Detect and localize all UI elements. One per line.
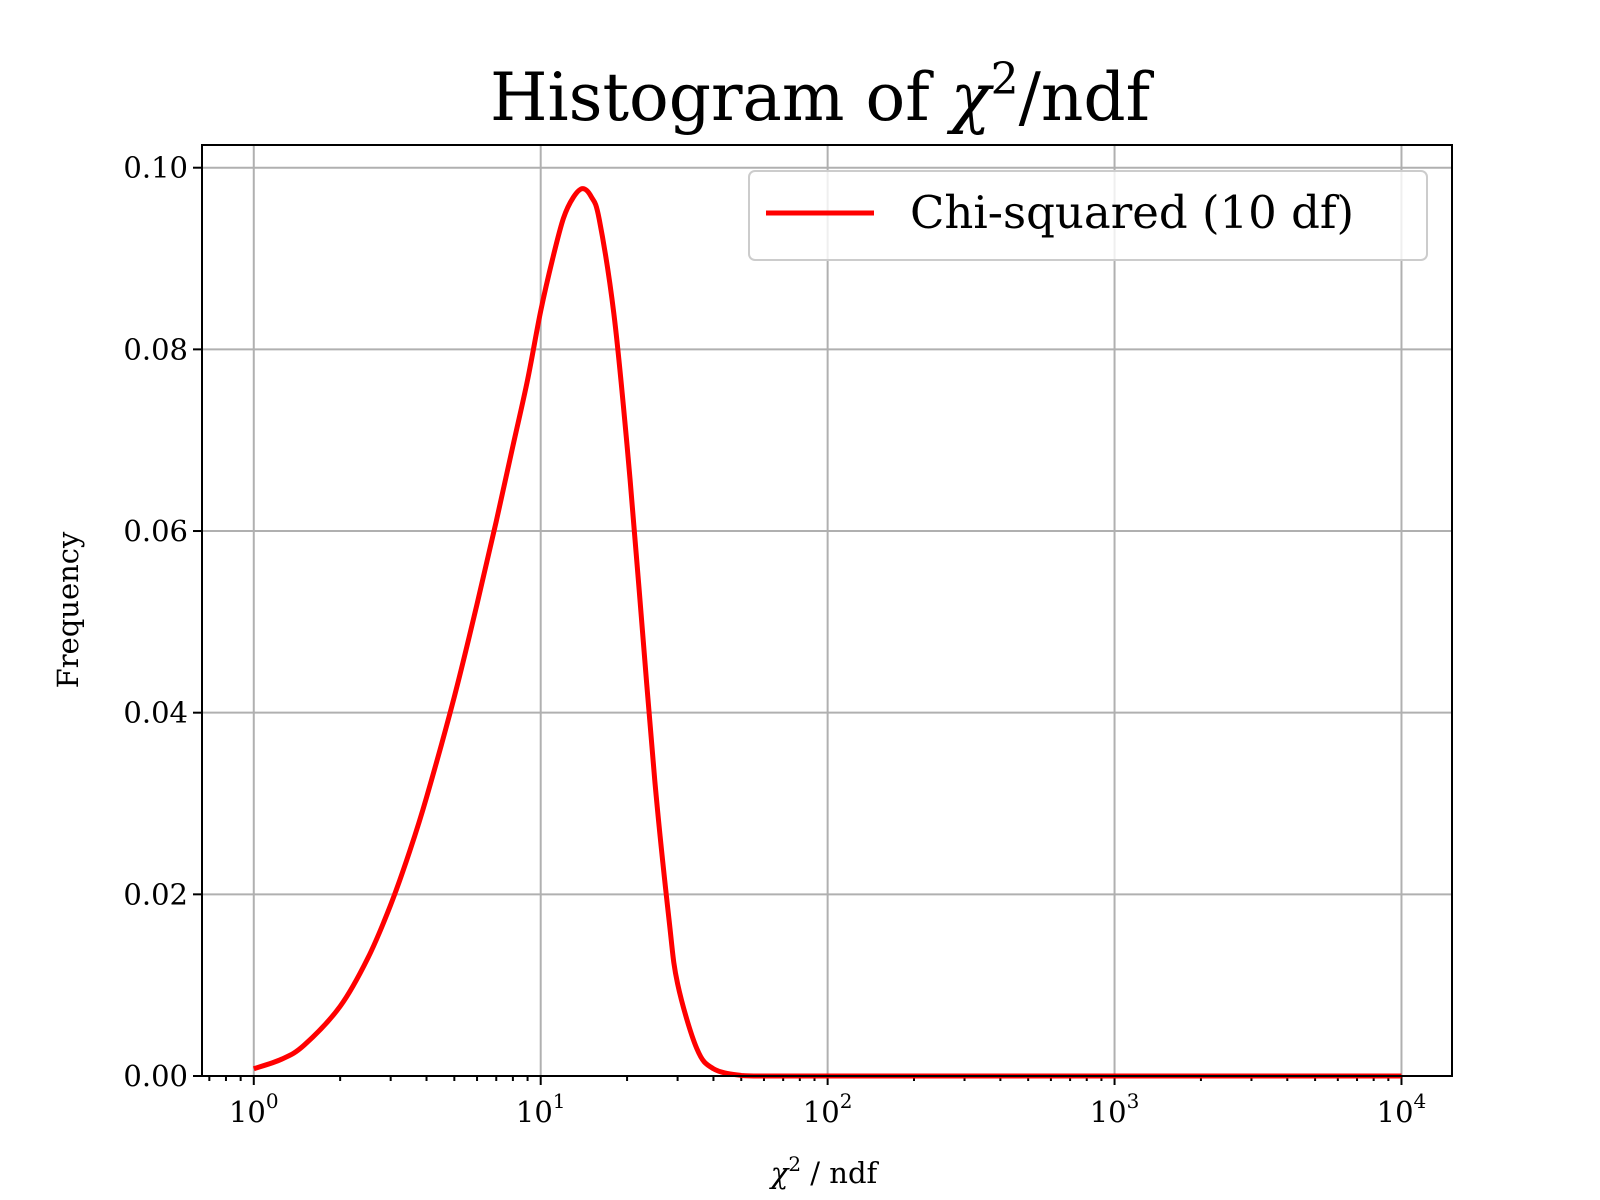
y-tick-label: 0.04 <box>123 696 188 730</box>
grid <box>202 145 1452 1077</box>
legend-label: Chi-squared (10 df) <box>910 186 1354 239</box>
x-tick-label: 100 <box>229 1089 279 1129</box>
legend: Chi-squared (10 df) <box>748 170 1428 261</box>
x-tick-label: 101 <box>516 1089 566 1129</box>
y-tick-label: 0.06 <box>123 514 188 548</box>
x-axis-label: χ2 / ndf <box>769 1152 880 1190</box>
plot-frame <box>201 144 1453 1077</box>
legend-box <box>748 170 1428 261</box>
axis-ticks: 0.00 0.02 0.04 0.06 0.08 0.10 100 101 102 103 104 <box>123 151 1426 1129</box>
y-tick-label: 0.00 <box>123 1059 188 1093</box>
y-tick-label: 0.08 <box>123 332 188 366</box>
y-axis-label: Frequency <box>51 531 85 688</box>
x-tick-label: 102 <box>803 1089 853 1129</box>
chart-title: Histogram of χ2/ndf <box>490 54 1155 136</box>
y-tick-label: 0.02 <box>123 877 188 911</box>
x-tick-label: 103 <box>1090 1089 1140 1129</box>
x-tick-label: 104 <box>1377 1089 1427 1129</box>
y-tick-label: 0.10 <box>123 151 188 185</box>
